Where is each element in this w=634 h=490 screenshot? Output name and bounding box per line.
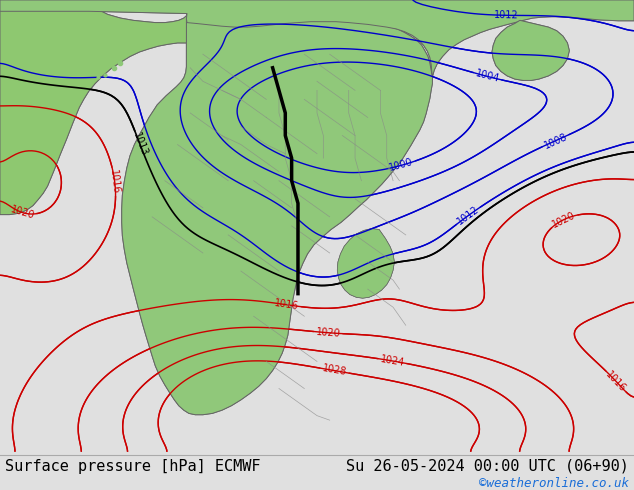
Polygon shape	[0, 0, 187, 215]
Polygon shape	[0, 0, 634, 77]
Text: 1012: 1012	[455, 204, 481, 227]
Polygon shape	[0, 0, 187, 215]
Text: 1020: 1020	[551, 210, 577, 229]
Polygon shape	[337, 229, 394, 298]
Text: 1020: 1020	[316, 327, 341, 339]
Text: 1028: 1028	[321, 364, 347, 378]
Text: 1012: 1012	[494, 10, 519, 21]
Text: 1013: 1013	[131, 131, 149, 158]
Polygon shape	[492, 20, 569, 80]
Polygon shape	[122, 9, 432, 415]
Polygon shape	[337, 229, 394, 298]
Text: 1008: 1008	[542, 131, 569, 150]
Polygon shape	[0, 0, 634, 77]
Text: 1004: 1004	[474, 69, 501, 84]
Text: Surface pressure [hPa] ECMWF: Surface pressure [hPa] ECMWF	[5, 459, 261, 474]
Text: 1024: 1024	[380, 354, 406, 368]
Text: 1016: 1016	[604, 369, 628, 394]
Text: Su 26-05-2024 00:00 UTC (06+90): Su 26-05-2024 00:00 UTC (06+90)	[346, 459, 629, 474]
Text: 1020: 1020	[9, 204, 36, 221]
Text: ©weatheronline.co.uk: ©weatheronline.co.uk	[479, 477, 629, 490]
Text: 1000: 1000	[388, 157, 415, 173]
Polygon shape	[492, 20, 569, 80]
Polygon shape	[122, 9, 432, 415]
Text: 1016: 1016	[108, 169, 121, 195]
Text: 1016: 1016	[274, 298, 299, 312]
